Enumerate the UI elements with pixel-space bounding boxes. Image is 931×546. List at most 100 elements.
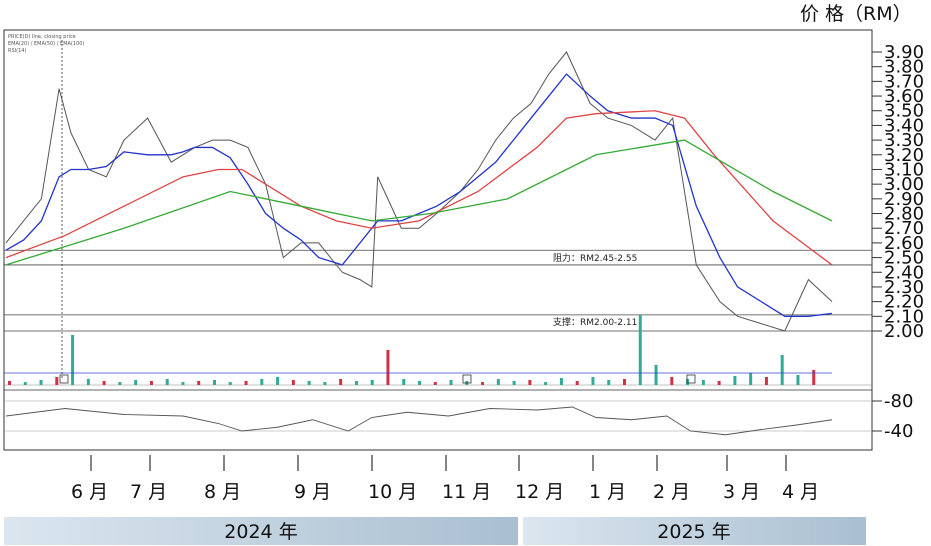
- volume-bar: [260, 379, 264, 385]
- volume-bar: [496, 379, 500, 385]
- y-tick-label: 2.40: [884, 262, 924, 283]
- volume-bar: [307, 381, 311, 385]
- legend-line-2: EMA(20) / EMA(50) / EMA(100): [8, 41, 84, 47]
- support-label: 支撑：RM2.00-2.11: [553, 316, 637, 328]
- y-tick-label: 2.20: [884, 292, 924, 313]
- volume-bar: [591, 377, 595, 385]
- volume-bar: [796, 375, 800, 385]
- volume-bar: [607, 380, 611, 385]
- volume-bar: [764, 377, 768, 385]
- volume-bars: [4, 315, 872, 386]
- volume-bar: [544, 382, 548, 385]
- y-tick-label: 2.80: [884, 204, 924, 225]
- event-marker: [462, 374, 472, 384]
- volume-bar: [71, 335, 75, 385]
- y-tick-label: 3.90: [884, 42, 924, 63]
- month-label: 11 月: [442, 481, 491, 503]
- legend-line-1: PRICE(D) line, closing price: [8, 34, 76, 40]
- year-label-2024: 2024 年: [224, 521, 297, 543]
- volume-bar: [733, 376, 737, 385]
- volume-bar: [654, 365, 658, 385]
- volume-bar: [512, 381, 516, 385]
- volume-bar: [575, 381, 579, 385]
- y-tick-label: 2.90: [884, 189, 924, 210]
- volume-bar: [86, 379, 90, 385]
- y-tick-label: 2.30: [884, 277, 924, 298]
- volume-bar: [623, 379, 626, 385]
- y-tick-label: 3.80: [884, 57, 924, 78]
- legend: PRICE(D) line, closing price EMA(20) / E…: [8, 34, 84, 54]
- volume-bar: [402, 379, 406, 385]
- rsi-tick-label: -40: [884, 421, 913, 442]
- month-label: 7 月: [130, 481, 167, 503]
- rsi-panel: -80-40: [4, 389, 913, 442]
- rsi-line: [5, 406, 833, 436]
- month-axis: 6 月 7 月 8 月 9 月 10 月 11 月 12 月 1 月 2 月 3 月 4 月: [71, 455, 819, 503]
- volume-bar: [244, 381, 248, 385]
- resistance-label: 阻力：RM2.45-2.55: [553, 252, 637, 264]
- month-label: 2 月: [653, 481, 690, 503]
- y-tick-label: 3.00: [884, 174, 924, 195]
- volume-bar: [717, 381, 721, 385]
- y-tick-label: 3.70: [884, 71, 924, 92]
- volume-bar: [780, 355, 784, 385]
- series-line-close: [5, 51, 833, 332]
- y-tick-label: 2.70: [884, 218, 924, 239]
- y-tick-label: 3.50: [884, 101, 924, 122]
- month-label: 8 月: [204, 481, 241, 503]
- volume-bar: [370, 380, 374, 385]
- volume-bar: [102, 381, 106, 385]
- plot-frame: [3, 29, 873, 451]
- volume-bar: [812, 370, 816, 385]
- legend-line-3: RSI(14): [8, 48, 26, 54]
- series-line-ema-50: [5, 110, 833, 266]
- y-tick-label: 2.10: [884, 306, 924, 327]
- volume-bar: [276, 377, 280, 385]
- y-tick-label: 2.00: [884, 321, 924, 342]
- volume-bar: [686, 379, 690, 385]
- volume-bar: [354, 381, 358, 385]
- volume-bar: [749, 373, 753, 385]
- y-tick-label: 2.50: [884, 248, 924, 269]
- volume-bar: [339, 379, 343, 385]
- month-label: 12 月: [515, 481, 564, 503]
- support-resistance: [4, 40, 872, 380]
- price-unit-label: 价 格（RM）: [800, 3, 912, 25]
- volume-bar: [559, 378, 563, 385]
- volume-bar: [181, 382, 185, 385]
- volume-bar: [291, 380, 295, 385]
- month-label: 9 月: [294, 481, 331, 503]
- volume-bar: [228, 382, 232, 385]
- volume-bar: [449, 380, 453, 385]
- volume-bar: [39, 380, 43, 385]
- volume-bar: [118, 382, 122, 385]
- volume-bar: [481, 382, 485, 385]
- volume-bar: [23, 382, 27, 385]
- month-label: 4 月: [782, 481, 819, 503]
- y-tick-label: 3.30: [884, 130, 924, 151]
- y-tick-label: 3.60: [884, 86, 924, 107]
- volume-bar: [386, 350, 390, 385]
- volume-bar: [55, 377, 59, 385]
- event-marker: [59, 374, 69, 384]
- volume-bar: [670, 377, 674, 385]
- volume-bar: [197, 381, 201, 385]
- rsi-tick-label: -80: [884, 391, 913, 412]
- volume-bar: [134, 380, 138, 385]
- volume-bar: [213, 380, 216, 385]
- y-tick-label: 3.20: [884, 145, 924, 166]
- y-tick-label: 3.10: [884, 159, 924, 180]
- month-label: 10 月: [368, 481, 417, 503]
- series-line-ema-100: [5, 139, 833, 266]
- volume-bar: [165, 379, 169, 385]
- year-band-2024: [4, 517, 518, 545]
- volume-bar: [528, 380, 532, 385]
- y-tick-label: 3.40: [884, 115, 924, 136]
- month-label: 1 月: [589, 481, 626, 503]
- series-line-ema-20: [5, 73, 833, 317]
- volume-bar: [433, 382, 437, 385]
- price-series: [5, 51, 833, 332]
- volume-bar: [149, 381, 153, 385]
- month-label: 6 月: [71, 481, 108, 503]
